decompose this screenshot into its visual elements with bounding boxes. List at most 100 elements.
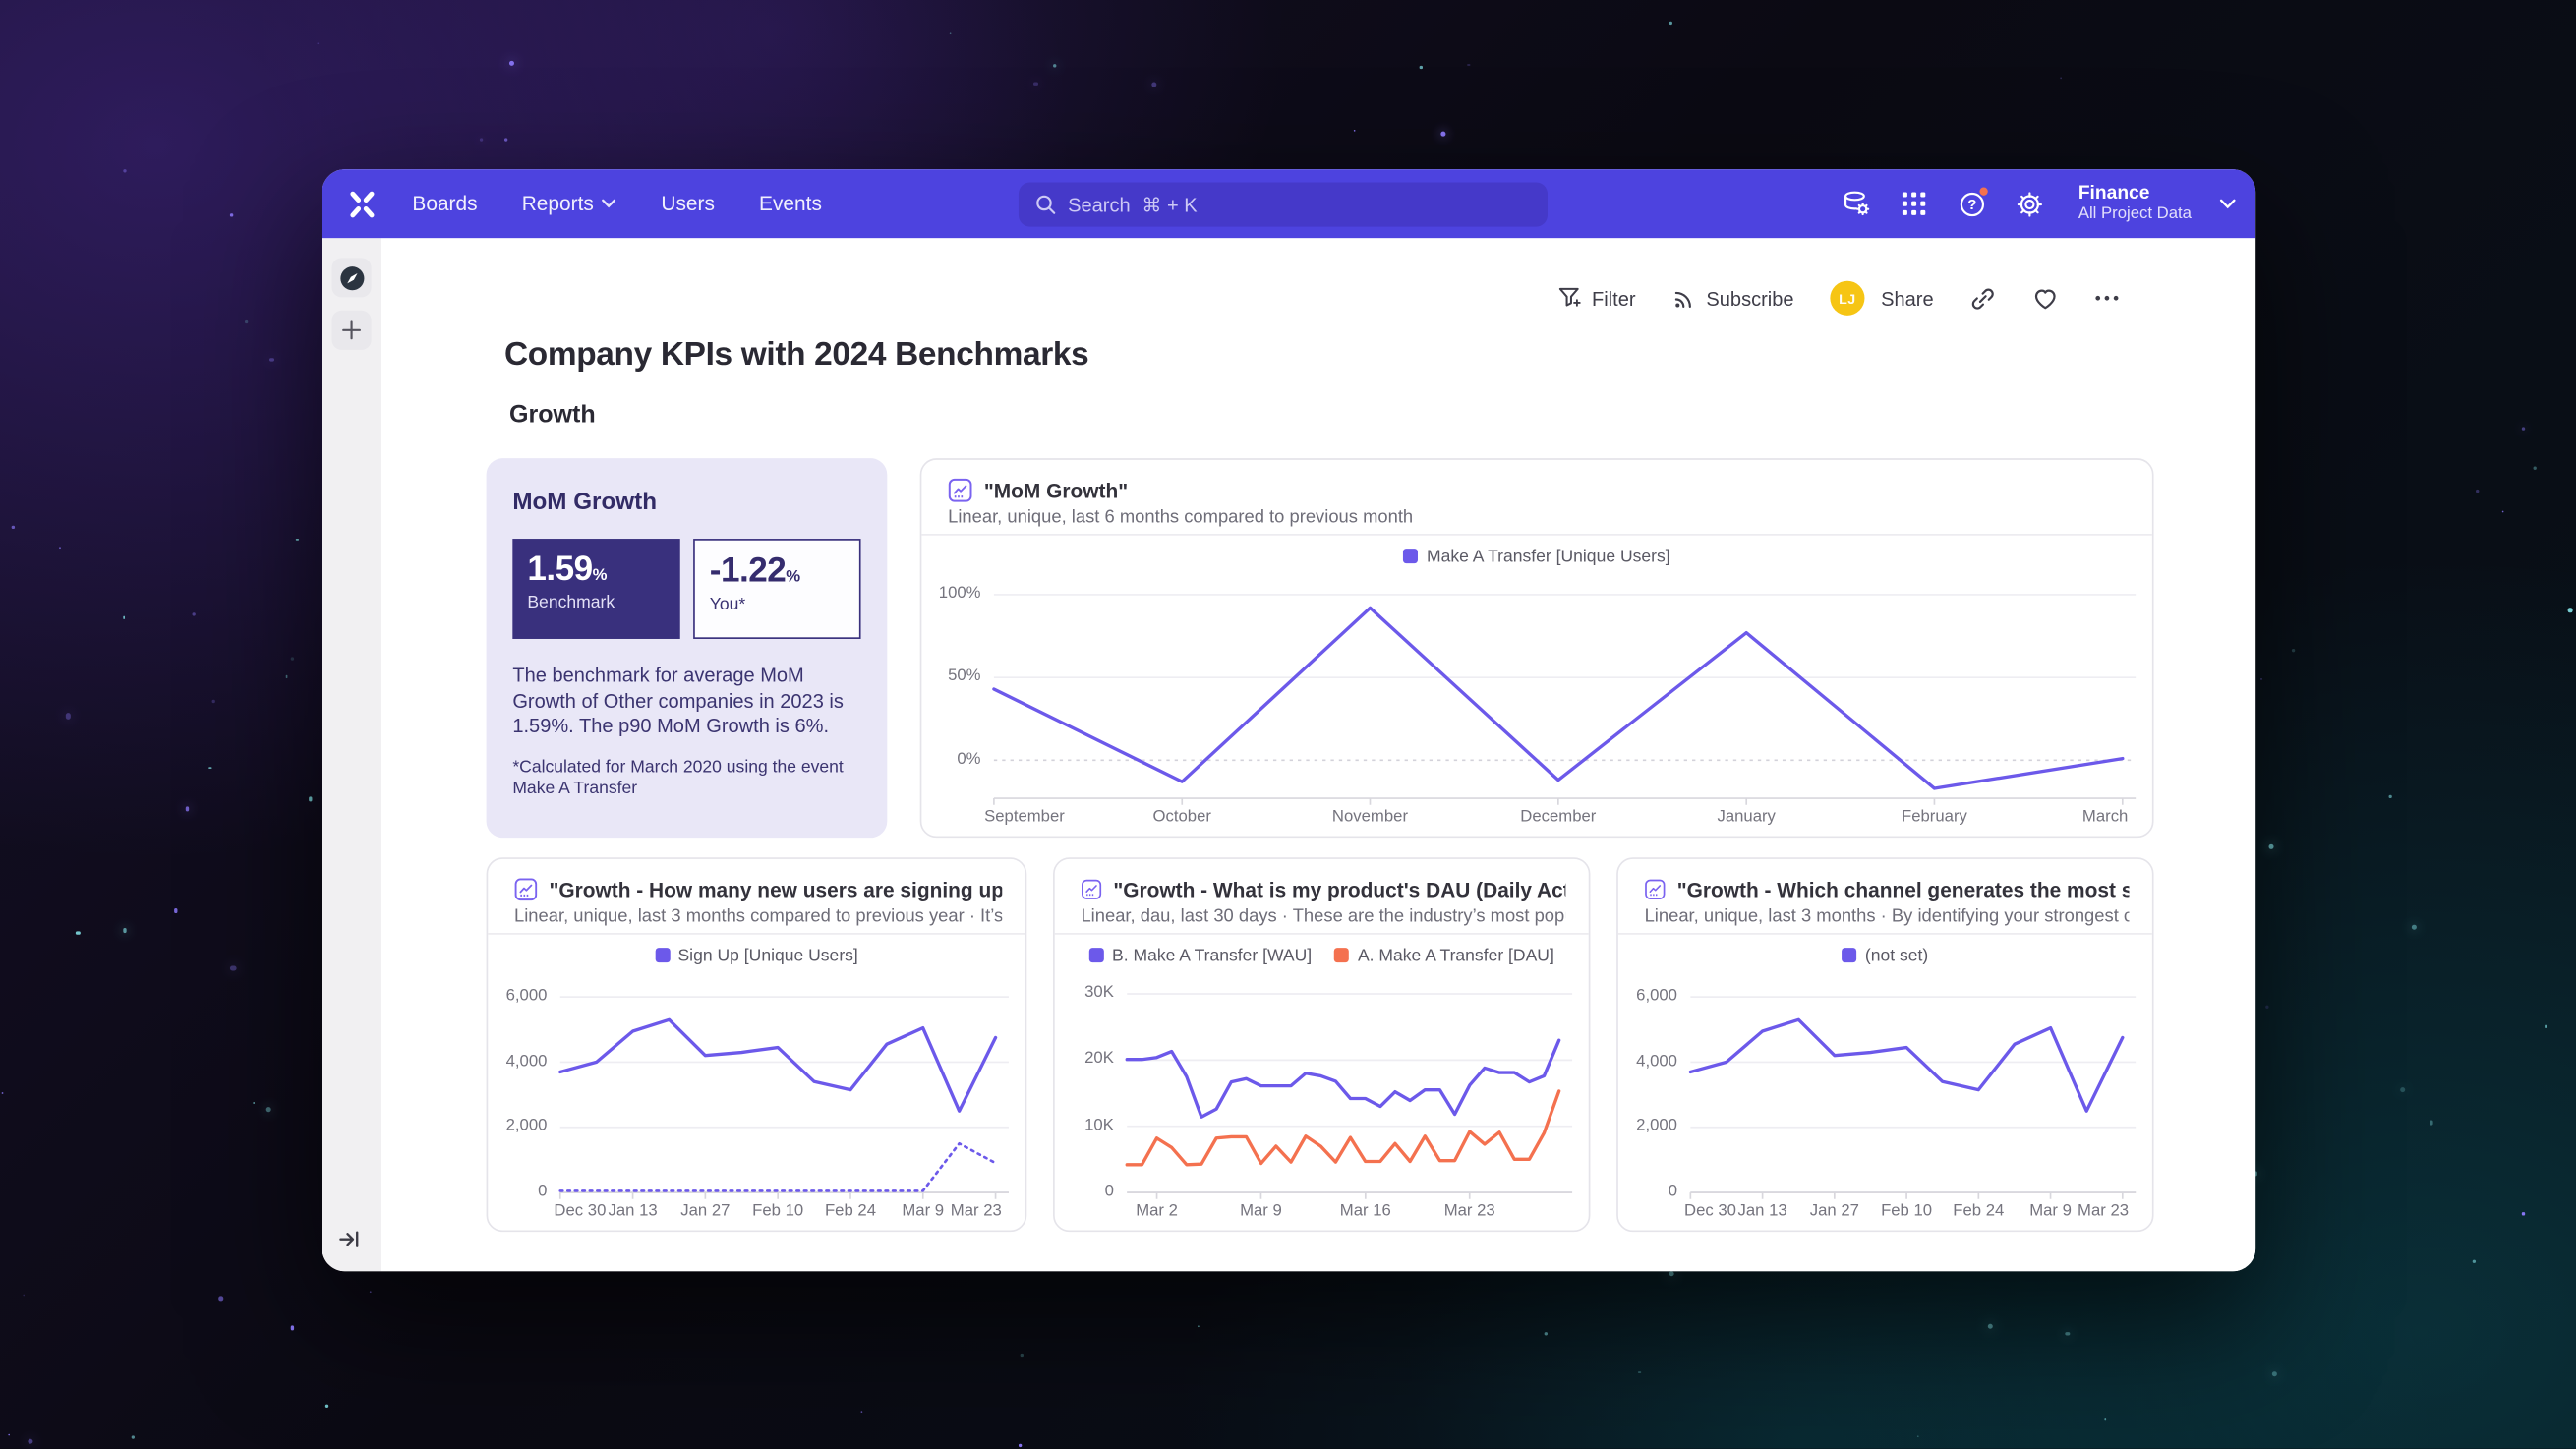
- star-dot: [2567, 608, 2573, 612]
- star-dot: [1544, 1332, 1548, 1336]
- chart-title[interactable]: "Growth - Which channel generates the mo…: [1676, 878, 2130, 901]
- legend-item: A. Make A Transfer [DAU]: [1334, 946, 1554, 965]
- star-dot: [503, 138, 508, 142]
- chart-card-mom-growth[interactable]: "MoM Growth" Linear, unique, last 6 mont…: [919, 458, 2154, 839]
- section-title: Growth: [508, 400, 596, 430]
- star-dot: [1669, 1270, 1674, 1277]
- expand-sidebar-button[interactable]: [337, 1227, 362, 1259]
- star-dot: [2522, 1212, 2525, 1215]
- star-dot: [192, 612, 197, 616]
- chart-title[interactable]: "MoM Growth": [983, 479, 1129, 502]
- divider: [488, 933, 1025, 935]
- star-dot: [1020, 1354, 1024, 1358]
- x-axis-tick-label: Mar 23: [950, 1202, 1002, 1221]
- search-input[interactable]: Search ⌘ + K: [1018, 182, 1548, 227]
- benchmark-label: Benchmark: [527, 593, 615, 613]
- report-chart-icon: [1645, 879, 1666, 899]
- star-dot: [2291, 649, 2296, 654]
- chart-card-signups[interactable]: "Growth - How many new users are signing…: [486, 857, 1027, 1233]
- x-axis-tick-label: Mar 23: [2078, 1202, 2130, 1221]
- chart-card-dau[interactable]: "Growth - What is my product's DAU (Dail…: [1053, 857, 1591, 1233]
- kpi-description: The benchmark for average MoM Growth of …: [512, 664, 844, 738]
- favorite-button[interactable]: [2032, 285, 2059, 312]
- line-chart[interactable]: 100% 50% 0% September October November Decembe…: [935, 571, 2139, 828]
- app-window: Boards Reports Users Events Search ⌘ + K: [322, 169, 2256, 1272]
- star-dot: [131, 1435, 136, 1440]
- nav-item-users[interactable]: Users: [661, 192, 715, 215]
- nav-right-cluster: ? Finance All Project Data: [1842, 169, 2236, 238]
- chart-card-channels[interactable]: "Growth - Which channel generates the mo…: [1616, 857, 2154, 1233]
- chart-title[interactable]: "Growth - How many new users are signing…: [549, 878, 1003, 901]
- star-dot: [1637, 1370, 1641, 1374]
- star-dot: [1, 1092, 3, 1095]
- help-icon[interactable]: ?: [1957, 185, 1990, 218]
- x-axis-tick-label: Mar 23: [1443, 1202, 1495, 1221]
- star-dot: [2533, 465, 2537, 470]
- y-axis-tick-label: 20K: [1084, 1050, 1114, 1069]
- project-scope: All Project Data: [2078, 204, 2192, 224]
- legend-item: B. Make A Transfer [WAU]: [1088, 946, 1312, 965]
- benchmark-value-box: 1.59% Benchmark: [512, 539, 680, 639]
- chart-legend: (not set): [1618, 943, 2152, 967]
- legend-swatch-icon: [655, 948, 671, 963]
- chart-legend: Sign Up [Unique Users]: [488, 943, 1025, 967]
- y-axis-tick-label: 6,000: [1636, 987, 1677, 1006]
- y-axis-tick-label: 0%: [957, 750, 981, 769]
- star-dot: [325, 1404, 329, 1408]
- project-switcher[interactable]: Finance All Project Data: [2078, 184, 2192, 224]
- more-options-button[interactable]: [2094, 294, 2119, 302]
- x-axis-tick-label: Mar 2: [1136, 1202, 1178, 1221]
- y-axis-tick-label: 0: [1668, 1183, 1677, 1201]
- x-axis-tick-label: Feb 24: [1953, 1202, 2005, 1221]
- chart-subtitle: Linear, unique, last 3 months · By ident…: [1644, 906, 2130, 927]
- star-dot: [2272, 1370, 2278, 1376]
- star-dot: [185, 806, 190, 812]
- y-axis-tick-label: 2,000: [1636, 1117, 1677, 1136]
- star-dot: [1987, 1323, 1994, 1330]
- link-icon: [1971, 287, 1994, 309]
- x-axis-tick-label: December: [1520, 808, 1597, 827]
- line-chart[interactable]: 6,000 4,000 2,000 0 Dec 30 Jan 13 Jan 27 Feb 10…: [1631, 971, 2138, 1223]
- y-axis-tick-label: 10K: [1084, 1116, 1114, 1135]
- y-axis-tick-label: 4,000: [505, 1052, 548, 1071]
- chart-title[interactable]: "Growth - What is my product's DAU (Dail…: [1113, 878, 1565, 901]
- x-axis-tick-label: Jan 27: [680, 1202, 731, 1221]
- star-dot: [290, 1325, 295, 1330]
- x-axis-tick-label: March: [2081, 808, 2129, 827]
- project-chevron-down-icon[interactable]: [2219, 198, 2236, 209]
- star-dot: [2400, 1087, 2406, 1093]
- star-dot: [229, 213, 233, 217]
- line-chart[interactable]: 6,000 4,000 2,000 0 Dec 30 Jan 13 Jan 27 Feb 10…: [501, 971, 1013, 1223]
- data-management-icon[interactable]: [1842, 189, 1871, 218]
- share-button[interactable]: LJ Share: [1830, 280, 1934, 316]
- nav-item-boards[interactable]: Boards: [412, 192, 478, 215]
- star-dot: [291, 657, 295, 661]
- subscribe-button[interactable]: Subscribe: [1671, 286, 1794, 311]
- discover-compass-button[interactable]: [331, 258, 372, 298]
- star-dot: [211, 699, 215, 704]
- settings-gear-icon[interactable]: [2015, 189, 2044, 218]
- page-title: Company KPIs with 2024 Benchmarks: [503, 336, 1089, 374]
- star-dot: [2472, 1259, 2476, 1264]
- filter-button[interactable]: Filter: [1557, 286, 1636, 311]
- mixpanel-logo-icon[interactable]: [345, 187, 380, 221]
- avatar: LJ: [1830, 280, 1865, 316]
- expand-arrow-icon: [339, 1231, 359, 1247]
- add-board-button[interactable]: [331, 310, 372, 350]
- nav-item-events[interactable]: Events: [759, 192, 822, 215]
- kpi-card-title: MoM Growth: [512, 489, 658, 516]
- line-chart[interactable]: 30K 20K 10K 0 Mar 2 Mar 9 Mar 16 Mar 23: [1068, 971, 1575, 1223]
- copy-link-button[interactable]: [1969, 285, 1996, 312]
- y-axis-tick-label: 50%: [948, 667, 981, 686]
- apps-grid-icon[interactable]: [1900, 189, 1929, 218]
- nav-item-reports[interactable]: Reports: [522, 192, 617, 215]
- star-dot: [2104, 1418, 2107, 1420]
- star-dot: [948, 31, 952, 34]
- y-axis-tick-label: 30K: [1084, 983, 1114, 1003]
- x-axis-tick-label: January: [1717, 808, 1776, 827]
- svg-text:?: ?: [1967, 196, 1976, 212]
- x-axis-tick-label: Jan 13: [608, 1202, 658, 1221]
- star-dot: [1353, 129, 1356, 132]
- star-dot: [1669, 22, 1672, 26]
- star-dot: [1467, 63, 1471, 66]
